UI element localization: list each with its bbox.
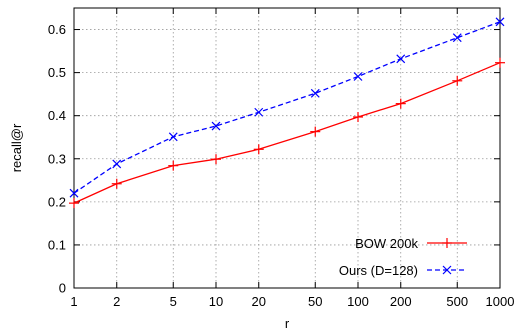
- x-tick-label: 2: [113, 294, 120, 309]
- y-tick-label: 0.4: [48, 108, 66, 123]
- data-point: [253, 144, 264, 155]
- data-point: [395, 98, 406, 109]
- data-point: [168, 160, 179, 171]
- y-tick-label: 0.6: [48, 22, 66, 37]
- data-point: [310, 88, 320, 98]
- series-line: [73, 21, 501, 194]
- data-point: [111, 178, 122, 189]
- data-point: [69, 198, 79, 209]
- data-point: [495, 17, 505, 27]
- x-tick-label: 100: [347, 294, 369, 309]
- series-bow-200k: [69, 57, 505, 209]
- plot-frame: [73, 7, 501, 289]
- data-point: [396, 54, 406, 64]
- x-tick-label: 1: [70, 294, 77, 309]
- data-point: [112, 159, 122, 169]
- data-point: [452, 75, 463, 86]
- data-point: [310, 126, 321, 137]
- legend-label: Ours (D=128): [339, 263, 418, 278]
- data-point: [254, 107, 264, 117]
- y-tick-label: 0.5: [48, 65, 66, 80]
- data-point: [452, 33, 462, 43]
- x-tick-label: 10: [209, 294, 223, 309]
- x-tick-label: 50: [308, 294, 322, 309]
- series-ours-d128: [69, 17, 505, 198]
- x-axis-label: r: [285, 316, 290, 331]
- legend-marker: [442, 265, 452, 275]
- x-tick-label: 500: [446, 294, 468, 309]
- legend-marker: [442, 238, 452, 248]
- legend-label: BOW 200k: [355, 236, 418, 251]
- y-tick-label: 0.3: [48, 151, 66, 166]
- y-tick-label: 0.1: [48, 237, 66, 252]
- series-line: [73, 62, 501, 204]
- x-tick-label: 5: [170, 294, 177, 309]
- data-point: [211, 121, 221, 131]
- x-tick-label: 20: [252, 294, 266, 309]
- axes: 0 0.1 0.2 0.3 0.4 0.5 0.6 1 2 5 10 20 50 100 200 500 100…: [48, 7, 515, 309]
- y-tick-label: 0.2: [48, 194, 66, 209]
- y-axis-label: recall@r: [9, 123, 24, 172]
- data-point: [211, 154, 221, 165]
- series-group: [69, 17, 505, 209]
- y-tick-label: 0: [59, 281, 66, 296]
- grid: [74, 8, 500, 288]
- legend: BOW 200k Ours (D=128): [339, 236, 467, 278]
- x-tick-label: 1000: [486, 294, 515, 309]
- x-tick-label: 200: [390, 294, 412, 309]
- data-point: [168, 132, 178, 142]
- data-point: [353, 111, 363, 122]
- data-point: [69, 188, 79, 198]
- data-point: [353, 72, 363, 81]
- data-point: [495, 57, 505, 68]
